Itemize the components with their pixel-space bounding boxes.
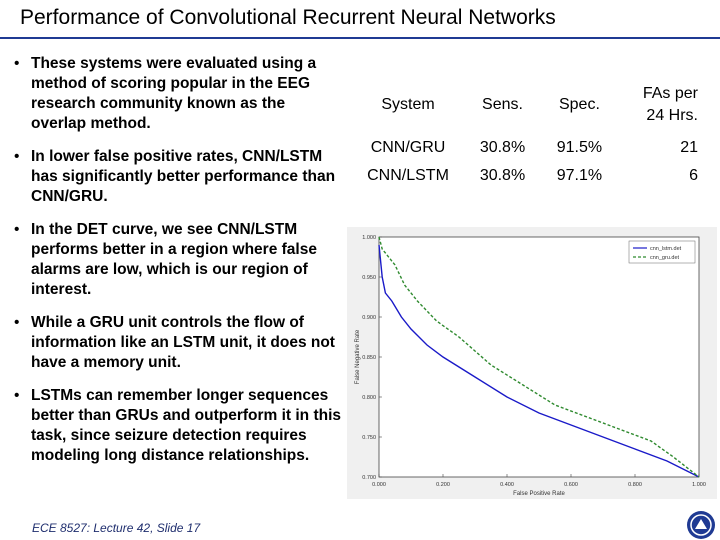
bullet-item: • In lower false positive rates, CNN/LSTM… — [14, 147, 344, 207]
table-row: CNN/LSTM 30.8% 97.1% 6 — [352, 162, 712, 190]
bullet-item: • While a GRU unit controls the flow of i… — [14, 313, 344, 373]
y-tick-label: 0.700 — [362, 475, 376, 481]
header-fas-line2: 24 Hrs. — [646, 107, 698, 124]
y-tick-label: 0.950 — [362, 275, 376, 281]
x-axis-label: False Positive Rate — [513, 491, 565, 497]
x-tick-label: 0.200 — [436, 482, 450, 488]
cell-spec: 91.5% — [556, 139, 603, 156]
bullet-item: • LSTMs can remember longer sequences bet… — [14, 386, 344, 466]
header-sens: Sens. — [482, 96, 523, 113]
table-header-row: System Sens. Spec. FAs per 24 Hrs. — [352, 76, 712, 134]
title-rule — [0, 37, 720, 39]
x-tick-label: 0.800 — [628, 482, 642, 488]
bullet-dot: • — [14, 314, 20, 331]
bullet-text: While a GRU unit controls the flow of in… — [31, 314, 335, 371]
bullet-text: In the DET curve, we see CNN/LSTM perfor… — [31, 221, 317, 298]
header-fas-line1: FAs per — [642, 85, 698, 102]
bullet-list: • These systems were evaluated using a me… — [14, 54, 344, 479]
bullet-dot: • — [14, 387, 20, 404]
bullet-text: LSTMs can remember longer sequences bett… — [31, 387, 342, 464]
cell-spec: 97.1% — [556, 167, 603, 184]
cell-sens: 30.8% — [479, 167, 526, 184]
x-tick-label: 1.000 — [692, 482, 706, 488]
legend-entry: cnn_lstm.det — [650, 246, 682, 252]
header-spec: Spec. — [558, 96, 600, 113]
bullet-text: These systems were evaluated using a met… — [31, 55, 317, 132]
series-line-cnn-lstm-det — [378, 244, 700, 478]
table-row: CNN/GRU 30.8% 91.5% 21 — [352, 134, 712, 162]
header-system: System — [381, 96, 435, 113]
y-tick-label: 0.800 — [362, 395, 376, 401]
x-tick-label: 0.400 — [500, 482, 514, 488]
plot-area — [378, 236, 700, 478]
y-axis-label: False Negative Rate — [355, 329, 361, 384]
cell-fas: 21 — [680, 139, 698, 156]
bullet-dot: • — [14, 55, 20, 72]
results-table: System Sens. Spec. FAs per 24 Hrs. CNN/GR… — [352, 76, 712, 190]
cell-sens: 30.8% — [479, 139, 526, 156]
det-curve-chart: 0.000 0.200 0.400 0.600 0.800 1.000 0.700 0.750… — [347, 227, 717, 499]
legend-entry: cnn_gru.det — [650, 255, 680, 261]
bullet-dot: • — [14, 148, 20, 165]
slide-footer: ECE 8527: Lecture 42, Slide 17 — [32, 521, 201, 535]
y-tick-label: 0.750 — [362, 435, 376, 441]
cell-fas: 6 — [689, 167, 698, 184]
x-tick-label: 0.600 — [564, 482, 578, 488]
bullet-item: • In the DET curve, we see CNN/LSTM perfo… — [14, 220, 344, 300]
x-tick-label: 0.000 — [372, 482, 386, 488]
bullet-dot: • — [14, 221, 20, 238]
y-tick-label: 0.900 — [362, 315, 376, 321]
slide-title: Performance of Convolutional Recurrent N… — [20, 6, 556, 29]
bullet-item: • These systems were evaluated using a me… — [14, 54, 344, 134]
university-logo-icon — [687, 511, 715, 539]
cell-system: CNN/GRU — [370, 139, 446, 156]
y-tick-label: 0.850 — [362, 355, 376, 361]
series-line-cnn-gru-det — [378, 236, 700, 478]
bullet-text: In lower false positive rates, CNN/LSTM … — [31, 148, 336, 205]
header-fas: FAs per 24 Hrs. — [618, 76, 712, 134]
cell-system: CNN/LSTM — [367, 167, 449, 184]
y-tick-label: 1.000 — [362, 235, 376, 241]
